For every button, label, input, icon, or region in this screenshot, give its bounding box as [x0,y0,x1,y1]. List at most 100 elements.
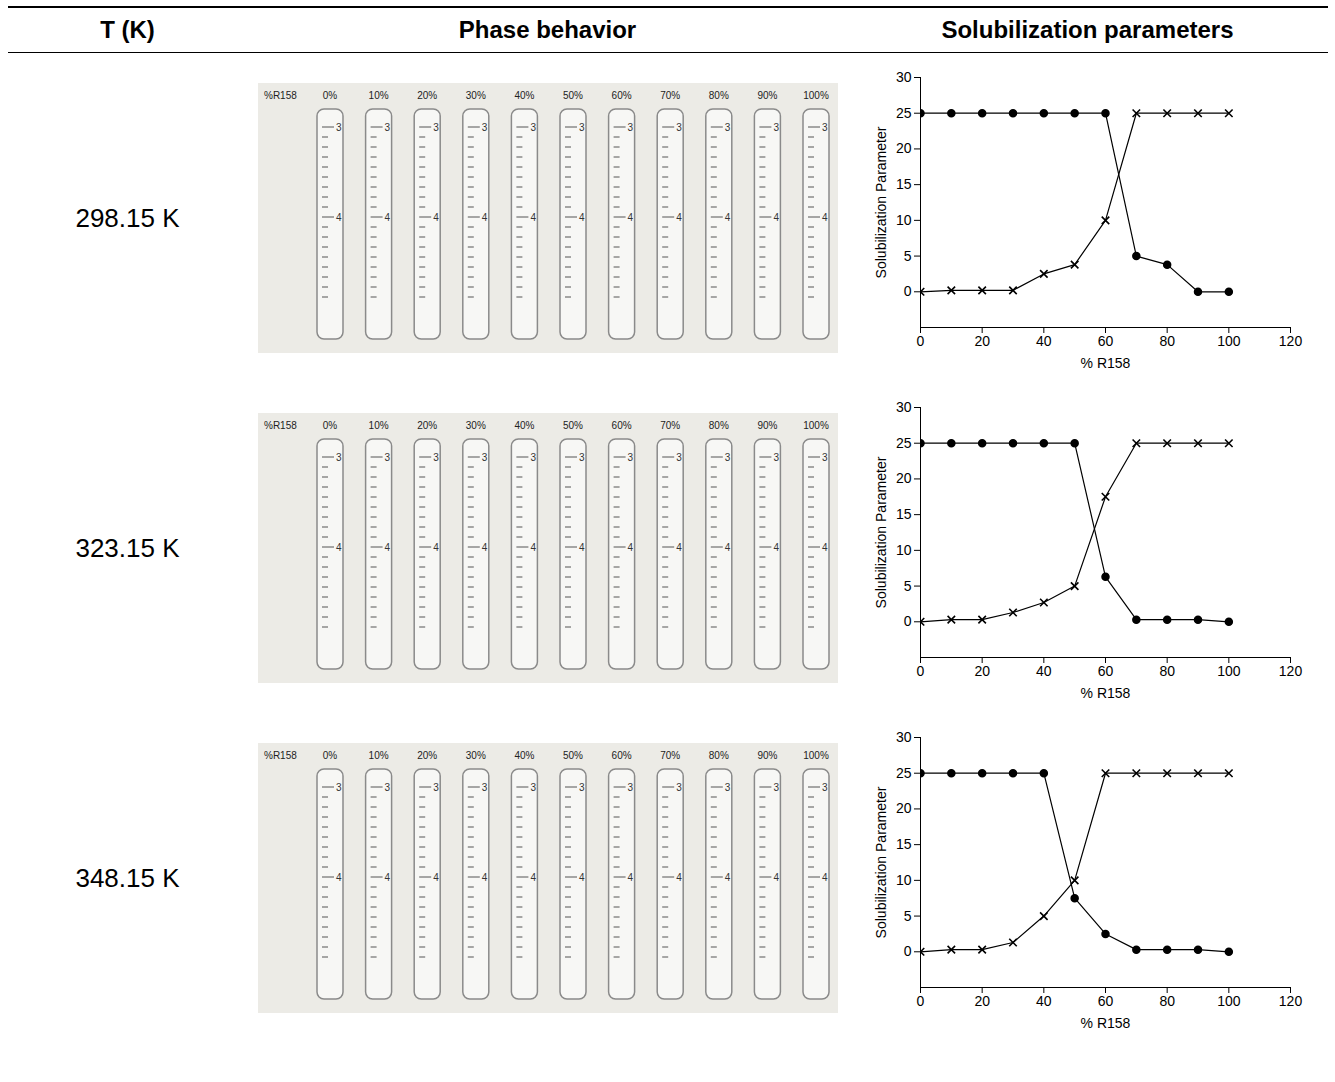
svg-text:70%: 70% [660,420,680,431]
svg-text:3: 3 [530,122,536,133]
svg-text:0%: 0% [322,420,337,431]
svg-text:0: 0 [903,613,911,629]
svg-text:60: 60 [1097,993,1113,1009]
svg-text:%R158: %R158 [264,420,297,431]
svg-text:4: 4 [481,542,487,553]
svg-text:4: 4 [433,542,439,553]
svg-text:120: 120 [1278,663,1302,679]
svg-text:120: 120 [1278,333,1302,349]
svg-text:120: 120 [1278,993,1302,1009]
svg-text:5: 5 [903,908,911,924]
svg-text:60: 60 [1097,333,1113,349]
svg-text:80%: 80% [708,750,728,761]
svg-text:3: 3 [627,782,633,793]
svg-text:50%: 50% [562,90,582,101]
svg-text:80: 80 [1159,993,1175,1009]
svg-text:100%: 100% [803,750,829,761]
svg-text:Solubilization Parameter: Solubilization Parameter [873,786,889,938]
svg-text:15: 15 [895,836,911,852]
svg-text:3: 3 [773,782,779,793]
svg-text:3: 3 [384,452,390,463]
svg-text:30%: 30% [465,750,485,761]
svg-text:30: 30 [895,69,911,85]
svg-text:30%: 30% [465,90,485,101]
svg-text:4: 4 [676,872,682,883]
svg-text:15: 15 [895,506,911,522]
svg-text:5: 5 [903,578,911,594]
svg-text:90%: 90% [757,750,777,761]
svg-text:10%: 10% [368,90,388,101]
svg-text:3: 3 [336,452,342,463]
svg-text:3: 3 [336,122,342,133]
svg-text:80%: 80% [708,90,728,101]
svg-text:60%: 60% [611,420,631,431]
svg-text:20: 20 [895,470,911,486]
svg-text:3: 3 [627,452,633,463]
svg-text:80%: 80% [708,420,728,431]
svg-text:40%: 40% [514,420,534,431]
svg-text:3: 3 [433,452,439,463]
svg-text:%R158: %R158 [264,90,297,101]
svg-text:Solubilization Parameter: Solubilization Parameter [873,456,889,608]
svg-text:3: 3 [676,452,682,463]
svg-text:4: 4 [579,872,585,883]
svg-text:4: 4 [627,212,633,223]
svg-text:4: 4 [676,212,682,223]
svg-text:4: 4 [336,872,342,883]
svg-text:4: 4 [627,872,633,883]
svg-text:4: 4 [627,542,633,553]
svg-text:0%: 0% [322,750,337,761]
svg-text:3: 3 [724,782,730,793]
svg-text:80: 80 [1159,333,1175,349]
svg-text:3: 3 [676,122,682,133]
svg-text:4: 4 [530,542,536,553]
svg-text:4: 4 [724,542,730,553]
svg-text:3: 3 [822,122,828,133]
svg-text:3: 3 [384,122,390,133]
svg-text:4: 4 [336,212,342,223]
svg-text:4: 4 [773,872,779,883]
svg-text:3: 3 [433,122,439,133]
svg-text:3: 3 [481,452,487,463]
svg-text:20%: 20% [417,90,437,101]
svg-text:4: 4 [384,212,390,223]
svg-text:3: 3 [822,452,828,463]
svg-text:4: 4 [433,212,439,223]
svg-text:3: 3 [579,782,585,793]
svg-text:%R158: %R158 [264,750,297,761]
svg-text:4: 4 [676,542,682,553]
svg-text:3: 3 [627,122,633,133]
svg-text:90%: 90% [757,90,777,101]
svg-text:3: 3 [822,782,828,793]
svg-text:% R158: % R158 [1080,355,1130,371]
svg-text:10: 10 [895,212,911,228]
svg-text:30%: 30% [465,420,485,431]
svg-text:15: 15 [895,176,911,192]
svg-text:4: 4 [579,212,585,223]
svg-text:30: 30 [895,729,911,745]
svg-text:20%: 20% [417,420,437,431]
svg-text:20%: 20% [417,750,437,761]
svg-text:50%: 50% [562,420,582,431]
svg-text:4: 4 [822,542,828,553]
svg-text:100: 100 [1217,993,1241,1009]
svg-text:80: 80 [1159,663,1175,679]
svg-text:50%: 50% [562,750,582,761]
svg-text:4: 4 [433,872,439,883]
svg-text:3: 3 [676,782,682,793]
svg-text:5: 5 [903,248,911,264]
svg-text:3: 3 [530,452,536,463]
svg-text:60%: 60% [611,90,631,101]
svg-text:3: 3 [724,452,730,463]
svg-text:40: 40 [1036,333,1052,349]
svg-text:30: 30 [895,399,911,415]
svg-text:3: 3 [773,122,779,133]
svg-text:% R158: % R158 [1080,685,1130,701]
svg-text:0: 0 [916,663,924,679]
svg-text:3: 3 [384,782,390,793]
svg-text:3: 3 [724,122,730,133]
svg-text:25: 25 [895,105,911,121]
svg-text:100%: 100% [803,420,829,431]
svg-text:40%: 40% [514,750,534,761]
svg-text:4: 4 [579,542,585,553]
